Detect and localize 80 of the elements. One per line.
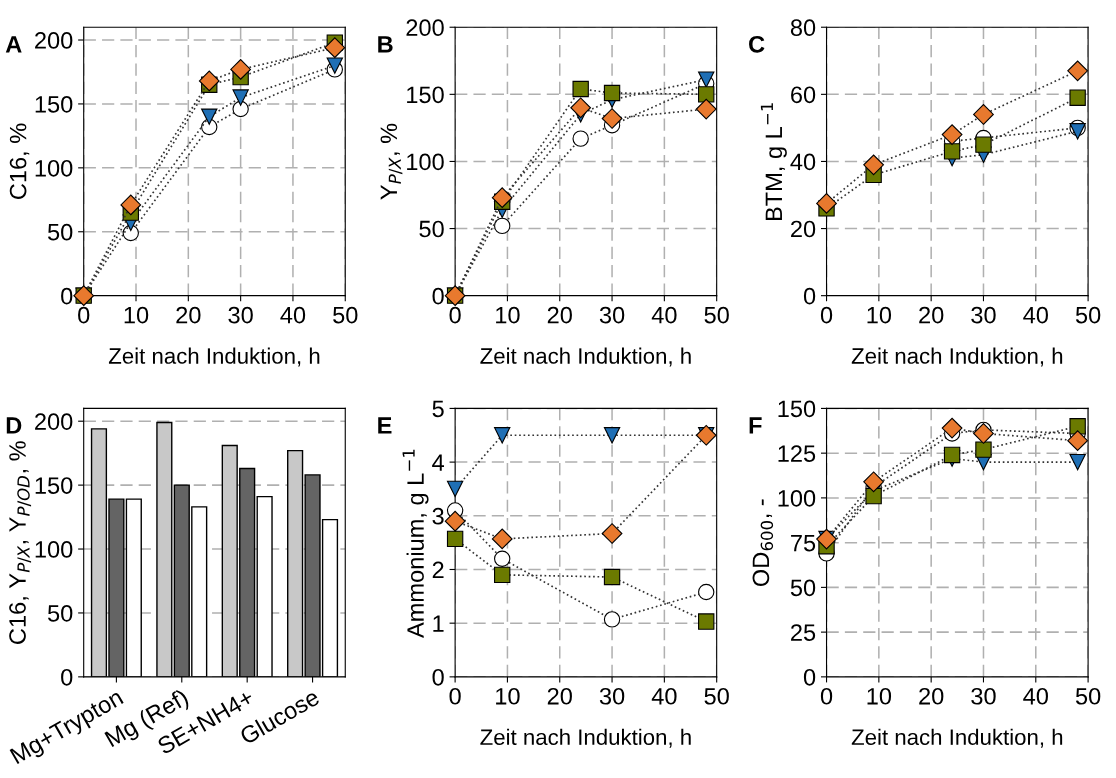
y-tick-label: 0	[803, 287, 816, 305]
y-axis-title: BTM, g L$^{−1}$	[760, 103, 787, 221]
x-tick-label: 30	[971, 687, 996, 705]
x-tick-label: 10	[124, 306, 149, 324]
chart-title: B	[378, 36, 393, 53]
y-tick-label: 100	[778, 489, 816, 507]
x-tick-label: 0	[820, 306, 833, 324]
y-tick-label: 200	[406, 19, 444, 37]
chart-title: C	[749, 35, 765, 53]
y-tick-label: 0	[61, 287, 73, 305]
x-tick-label: 10	[867, 687, 892, 705]
x-tick-label: 0	[78, 306, 90, 324]
y-tick-label: 0	[432, 287, 444, 305]
y-tick-label: 1	[433, 615, 444, 632]
y-tick-label: 25	[791, 624, 816, 641]
x-tick-label: 10	[496, 687, 520, 705]
y-tick-label: 80	[790, 19, 816, 37]
x-tick-label: 40	[651, 306, 677, 324]
y-tick-label: 40	[790, 153, 816, 171]
x-tick-label: 10	[496, 306, 520, 324]
y-tick-label: 150	[778, 400, 816, 418]
x-tick-label: 40	[1023, 687, 1048, 705]
x-tick-label: 50	[704, 687, 729, 705]
y-axis-title: Y$_{P/X}$, %	[380, 123, 403, 200]
y-tick-label: 60	[791, 86, 816, 104]
y-tick-label: 150	[35, 96, 73, 113]
x-tick-label: 50	[704, 306, 729, 324]
x-axis-title: Zeit nach Induktion, h	[108, 347, 320, 367]
x-tick-label: 20	[176, 306, 201, 324]
y-tick-label: 4	[432, 454, 445, 471]
x-tick-label: 0	[820, 687, 833, 705]
y-tick-label: 20	[791, 220, 816, 238]
x-tick-label: 0	[449, 306, 461, 324]
y-tick-label: 200	[35, 413, 73, 430]
chart-title: A	[5, 36, 22, 53]
x-tick-label: 30	[228, 306, 253, 324]
y-tick-label: 150	[407, 86, 444, 104]
y-axis-title: OD$_{600}$, -	[752, 499, 774, 587]
y-tick-label: 0	[432, 668, 444, 686]
y-tick-label: 50	[47, 605, 73, 622]
x-tick-label: 40	[280, 306, 306, 324]
y-tick-label: 150	[35, 477, 73, 494]
x-tick-label: 40	[651, 687, 677, 705]
y-tick-label: 50	[790, 579, 816, 597]
y-axis-title: C16, Y$_{P/X}$, Y$_{P/OD}$, %	[9, 441, 32, 644]
y-axis-title: C16, %	[9, 123, 30, 199]
x-tick-label: 30	[599, 306, 625, 324]
y-tick-label: 2	[432, 561, 444, 579]
y-tick-label: 0	[803, 668, 816, 686]
x-tick-label: 20	[547, 687, 572, 705]
y-tick-label: 100	[407, 153, 444, 171]
y-tick-label: 125	[778, 445, 816, 462]
y-tick-label: 5	[432, 400, 444, 418]
chart-title: D	[6, 417, 22, 434]
chart-title: F	[749, 417, 762, 434]
y-tick-label: 100	[35, 541, 73, 558]
x-tick-label: 0	[449, 687, 461, 705]
y-tick-label: 0	[61, 668, 73, 686]
x-tick-label: 30	[971, 306, 996, 324]
chart-title: E	[378, 417, 392, 434]
y-tick-label: 50	[47, 223, 73, 241]
x-axis-title: Zeit nach Induktion, h	[480, 347, 691, 367]
x-tick-label: 20	[919, 306, 944, 324]
y-tick-label: 50	[419, 220, 444, 238]
x-tick-label: 50	[333, 306, 358, 324]
x-tick-label: 50	[1075, 306, 1101, 324]
y-tick-label: 75	[791, 534, 816, 552]
x-tick-label: 20	[547, 306, 572, 324]
y-tick-label: 200	[35, 32, 73, 49]
x-axis-title: Zeit nach Induktion, h	[851, 347, 1063, 367]
x-axis-title: Zeit nach Induktion, h	[851, 728, 1063, 748]
x-tick-label: 20	[919, 687, 944, 705]
x-tick-label: 50	[1075, 687, 1101, 705]
y-axis-title: Ammonium, g L$^{−1}$	[402, 449, 429, 638]
x-tick-label: 30	[599, 687, 625, 705]
y-tick-label: 3	[432, 507, 444, 525]
x-tick-label: 10	[867, 306, 892, 324]
x-tick-label: 40	[1023, 306, 1048, 324]
y-tick-label: 100	[35, 159, 73, 177]
x-axis-title: Zeit nach Induktion, h	[480, 728, 691, 748]
